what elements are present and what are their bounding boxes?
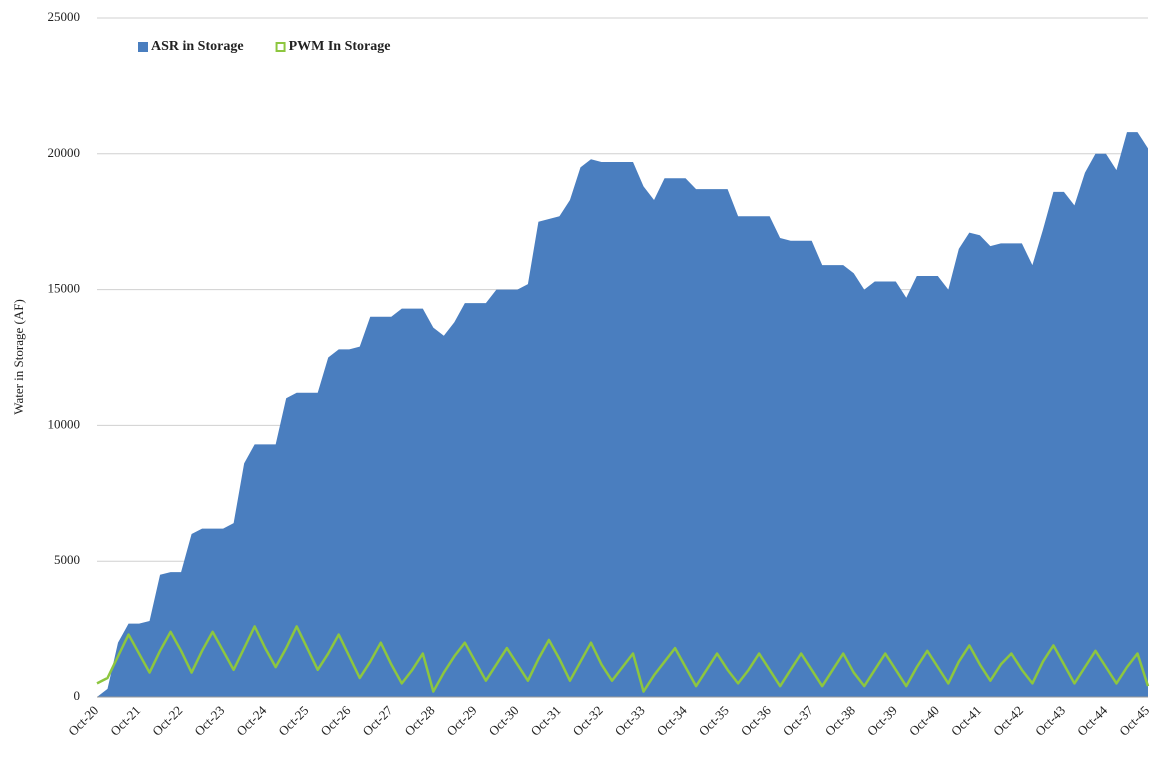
x-tick-label: Oct-42 bbox=[990, 703, 1026, 739]
x-tick-label: Oct-34 bbox=[654, 702, 690, 738]
x-tick-label: Oct-43 bbox=[1032, 703, 1068, 739]
x-tick-label: Oct-25 bbox=[275, 703, 311, 739]
x-tick-label: Oct-45 bbox=[1116, 703, 1152, 739]
x-tick-label: Oct-35 bbox=[696, 703, 732, 739]
x-tick-label: Oct-24 bbox=[233, 702, 269, 738]
y-tick-label: 0 bbox=[74, 688, 81, 703]
x-tick-label: Oct-36 bbox=[738, 702, 774, 738]
legend-label: ASR in Storage bbox=[151, 39, 244, 54]
x-tick-label: Oct-41 bbox=[948, 703, 984, 739]
area bbox=[97, 132, 1148, 697]
x-tick-label: Oct-22 bbox=[149, 703, 185, 739]
x-tick-label: Oct-33 bbox=[612, 703, 648, 739]
x-tick-label: Oct-23 bbox=[191, 703, 227, 739]
line bbox=[96, 625, 1150, 693]
legend: ASR in Storage PWM In Storage bbox=[138, 39, 390, 54]
x-tick-label: Oct-44 bbox=[1074, 702, 1110, 738]
x-tick-label: Oct-26 bbox=[317, 702, 353, 738]
x-tick-label: Oct-37 bbox=[780, 702, 816, 738]
x-tick-label: Oct-30 bbox=[485, 703, 521, 739]
x-tick-label: Oct-20 bbox=[65, 703, 101, 739]
x-tick-label: Oct-27 bbox=[359, 702, 395, 738]
y-tick-label: 25000 bbox=[48, 9, 81, 24]
y-tick-label: 5000 bbox=[54, 552, 80, 567]
x-tick-label: Oct-28 bbox=[401, 703, 437, 739]
x-tick-label: Oct-31 bbox=[528, 703, 564, 739]
x-tick-label: Oct-38 bbox=[822, 703, 858, 739]
y-tick-label: 20000 bbox=[48, 145, 81, 160]
x-tick-label: Oct-29 bbox=[443, 703, 479, 739]
y-tick-label: 15000 bbox=[48, 281, 81, 296]
x-tick-label: Oct-39 bbox=[864, 703, 900, 739]
legend-swatch bbox=[138, 42, 148, 52]
legend-swatch bbox=[275, 42, 286, 52]
x-tick-label: Oct-21 bbox=[107, 703, 143, 739]
y-axis-label: Water in Storage (AF) bbox=[11, 299, 26, 415]
x-tick-label: Oct-40 bbox=[906, 703, 942, 739]
y-tick-label: 10000 bbox=[48, 416, 81, 431]
x-tick-label: Oct-32 bbox=[570, 703, 606, 739]
legend-label: PWM In Storage bbox=[289, 39, 391, 54]
